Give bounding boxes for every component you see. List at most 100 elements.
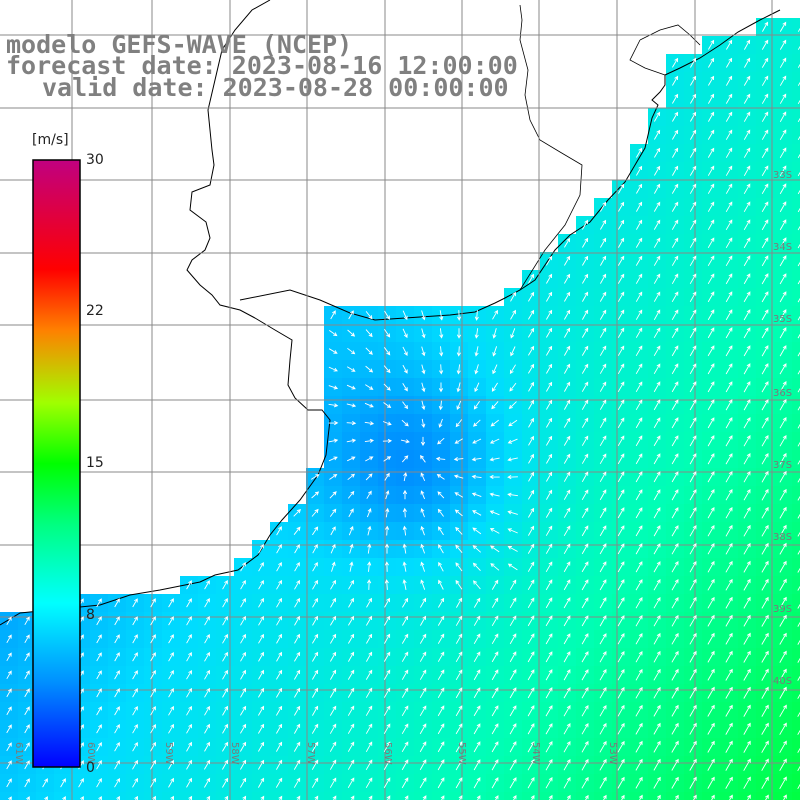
wind-vector-arrow [439,310,444,321]
wind-vector-arrow [311,508,319,517]
longitude-labels: 61W 60W 59W 58W 57W 56W 55W 54W 53W [13,742,618,765]
wind-vector-arrow [204,615,210,626]
wind-vector-arrow [779,309,787,321]
wind-vector-arrow [401,723,409,735]
wind-speed-cell [792,198,800,217]
wind-vector-arrow [725,506,733,519]
wind-vector-arrow [402,383,408,392]
wind-vector-arrow [566,794,571,800]
wind-vector-arrow [707,668,715,681]
wind-vector-arrow [581,381,589,392]
wind-vector-arrow [726,39,733,50]
wind-vector-arrow [474,328,479,339]
wind-vector-arrow [743,614,751,627]
wind-vector-arrow [314,795,319,800]
wind-vector-arrow [328,438,339,443]
wind-vector-arrow [581,633,589,645]
wind-vector-arrow [438,418,443,428]
wind-vector-arrow [365,329,373,338]
wind-vector-arrow [617,327,625,338]
wind-vector-arrow [293,509,301,517]
wind-vector-arrow [384,543,390,554]
wind-vector-arrow [294,723,301,734]
wind-vector-arrow [761,291,769,303]
wind-vector-arrow [6,670,12,680]
wind-vector-arrow [438,561,444,572]
wind-vector-arrow [545,507,553,518]
wind-vector-arrow [797,333,800,339]
wind-vector-arrow [367,543,372,554]
wind-vector-arrow [689,363,697,375]
wind-vector-arrow [491,741,499,753]
wind-vector-arrow [545,597,553,609]
wind-vector-arrow [528,399,534,410]
wind-vector-arrow [779,398,787,411]
wind-vector-arrow [474,310,479,321]
wind-vector-arrow [437,437,445,445]
wind-vector-arrow [653,291,661,302]
wind-vector-arrow [527,597,535,609]
wind-vector-arrow [330,579,336,590]
wind-vector-arrow [707,219,715,231]
wind-vector-arrow [672,75,679,86]
wind-vector-arrow [528,327,535,338]
wind-vector-arrow [528,489,535,500]
wind-vector-arrow [437,526,444,536]
wind-vector-arrow [599,543,607,555]
wind-speed-cell [288,792,307,800]
wind-speed-cell [792,396,800,415]
wind-vector-arrow [473,419,481,427]
wind-vector-arrow [546,309,553,320]
wind-vector-arrow [743,273,751,285]
wind-vector-arrow [492,364,498,375]
wind-vector-arrow [729,794,733,800]
wind-vector-arrow [276,723,283,734]
wind-speed-cell [180,792,199,800]
wind-vector-arrow [689,381,697,393]
wind-vector-arrow [707,309,715,321]
wind-vector-arrow [329,687,337,698]
latitude-label: 40S [773,676,792,687]
wind-vector-arrow [491,597,499,608]
wind-vector-arrow [383,669,391,680]
wind-vector-arrow [132,652,138,662]
wind-vector-arrow [439,328,444,339]
wind-vector-arrow [654,147,661,158]
wind-vector-arrow [797,387,800,393]
wind-vector-arrow [240,669,246,680]
wind-vector-arrow [761,273,769,285]
wind-vector-arrow [761,129,769,140]
wind-vector-arrow [600,255,607,266]
wind-vector-arrow [635,650,643,663]
wind-vector-arrow [563,435,571,446]
wind-vector-arrow [671,273,679,285]
wind-vector-arrow [383,347,391,356]
wind-vector-arrow [491,579,499,590]
wind-vector-arrow [690,129,697,140]
wind-vector-arrow [635,507,643,519]
wind-vector-arrow [347,456,356,462]
wind-vector-arrow [114,706,120,716]
wind-vector-arrow [797,207,800,213]
wind-vector-arrow [312,579,318,590]
wind-vector-arrow [455,687,463,699]
wind-vector-arrow [707,596,715,609]
wind-vector-arrow [564,363,571,374]
wind-vector-arrow [386,795,391,800]
wind-vector-arrow [258,723,265,734]
wind-vector-arrow [689,417,697,429]
wind-speed-cell [0,792,19,800]
wind-vector-arrow [347,347,356,355]
wind-vector-arrow [779,129,787,141]
wind-vector-arrow [509,759,517,771]
wind-vector-arrow [761,327,769,339]
wind-vector-arrow [276,687,283,698]
wind-vector-arrow [707,273,715,285]
wind-vector-arrow [599,579,607,591]
wind-vector-arrow [402,543,407,554]
wind-vector-arrow [6,778,12,788]
wind-vector-arrow [294,579,300,590]
wind-vector-arrow [258,561,264,572]
wind-vector-arrow [797,351,800,357]
wind-speed-cell [72,792,91,800]
